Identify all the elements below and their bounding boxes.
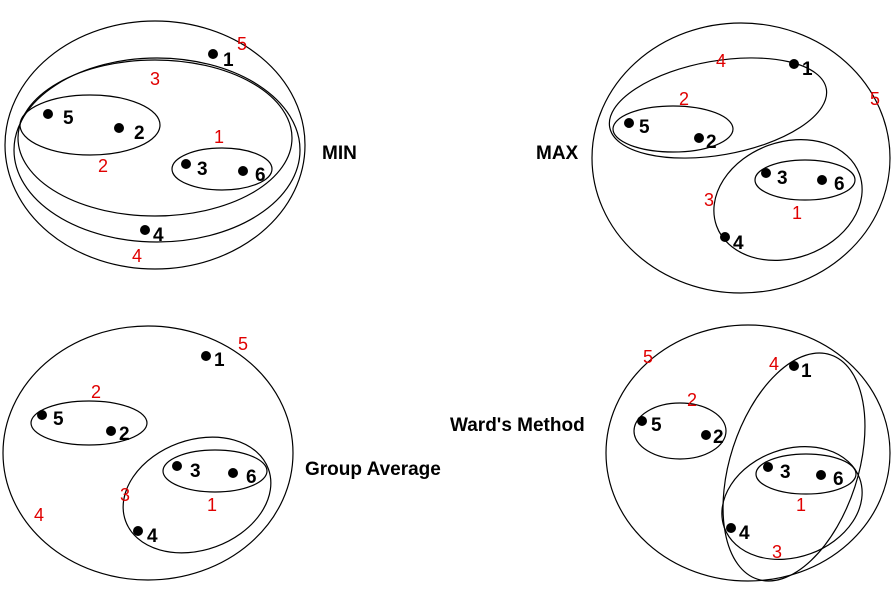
min-point-1-label: 1 <box>223 50 234 71</box>
ward-point-1-dot <box>789 361 799 371</box>
max-merge-order-4: 4 <box>716 51 726 71</box>
min-merge-order-3: 3 <box>150 69 160 89</box>
group-average-merge-order-5: 5 <box>238 334 248 354</box>
group-average-point-3-label: 3 <box>190 461 201 482</box>
group-average-point-5-label: 5 <box>53 409 64 430</box>
ward-point-4-dot <box>726 523 736 533</box>
max-cluster-2 <box>612 105 734 153</box>
min-point-1-dot <box>208 49 218 59</box>
ward-cluster-5 <box>605 324 891 582</box>
ward-merge-order-2: 2 <box>687 390 697 410</box>
ward-merge-order-4: 4 <box>769 354 779 374</box>
group-average-merge-order-4: 4 <box>34 505 44 525</box>
max-merge-order-5: 5 <box>870 89 880 109</box>
group-average-point-3-dot <box>172 461 182 471</box>
max-point-1-dot <box>789 59 799 69</box>
min-point-2-label: 2 <box>134 123 145 144</box>
group-average-point-1-dot <box>201 351 211 361</box>
max-point-5-dot <box>624 118 634 128</box>
min-title: MIN <box>322 143 357 164</box>
panel-max: 1 5 2 3 6 4 4 5 2 3 1 MAX <box>536 22 891 294</box>
ward-merge-order-5: 5 <box>643 347 653 367</box>
group-average-point-5-dot <box>37 410 47 420</box>
min-point-3-label: 3 <box>197 159 208 180</box>
group-average-cluster-3 <box>122 436 272 554</box>
max-cluster-1 <box>754 159 856 201</box>
ward-title: Ward's Method <box>450 415 585 436</box>
panel-group-average: 1 5 2 3 6 4 5 2 3 1 4 Group Average <box>2 325 441 581</box>
min-merge-order-4: 4 <box>132 246 142 266</box>
max-merge-order-1: 1 <box>792 203 802 223</box>
group-average-merge-order-3: 3 <box>120 485 130 505</box>
min-point-2-dot <box>114 123 124 133</box>
ward-point-6-label: 6 <box>833 469 844 490</box>
ward-cluster-2 <box>633 402 727 460</box>
ward-point-3-dot <box>763 462 773 472</box>
ward-point-4-label: 4 <box>739 523 750 544</box>
ward-point-6-dot <box>816 470 826 480</box>
max-point-2-label: 2 <box>706 132 717 153</box>
group-average-cluster-2 <box>30 400 148 446</box>
panel-ward: 1 5 2 3 6 4 5 4 2 1 3 Ward's Method <box>450 324 891 582</box>
group-average-cluster-1 <box>162 449 268 493</box>
max-merge-order-2: 2 <box>679 89 689 109</box>
max-title: MAX <box>536 143 579 164</box>
group-average-point-2-label: 2 <box>119 424 130 445</box>
max-point-5-label: 5 <box>639 117 650 138</box>
ward-merge-order-1: 1 <box>796 495 806 515</box>
max-point-6-dot <box>817 175 827 185</box>
min-cluster-1 <box>171 147 273 191</box>
max-cluster-4 <box>608 57 828 159</box>
ward-point-3-label: 3 <box>780 462 791 483</box>
max-cluster-5 <box>591 22 891 294</box>
ward-point-5-label: 5 <box>651 415 662 436</box>
group-average-point-2-dot <box>106 426 116 436</box>
min-merge-order-2: 2 <box>98 156 108 176</box>
min-cluster-3 <box>17 59 293 217</box>
min-cluster-5 <box>4 20 306 270</box>
ward-point-2-label: 2 <box>713 427 724 448</box>
max-point-2-dot <box>694 133 704 143</box>
group-average-cluster-5 <box>2 325 294 581</box>
min-point-4-dot <box>140 225 150 235</box>
min-point-6-label: 6 <box>255 165 266 186</box>
ward-point-1-label: 1 <box>801 361 812 382</box>
min-point-6-dot <box>238 166 248 176</box>
min-point-4-label: 4 <box>153 225 164 246</box>
min-cluster-4 <box>13 57 301 243</box>
min-merge-order-5: 5 <box>237 34 247 54</box>
group-average-point-4-label: 4 <box>147 526 158 547</box>
max-point-4-label: 4 <box>733 233 744 254</box>
max-point-6-label: 6 <box>834 174 845 195</box>
max-point-3-label: 3 <box>777 168 788 189</box>
min-cluster-2 <box>19 94 161 156</box>
group-average-merge-order-1: 1 <box>207 495 217 515</box>
min-merge-order-1: 1 <box>214 127 224 147</box>
panel-min: 1 5 2 3 6 4 5 3 1 2 4 MIN <box>4 20 357 270</box>
group-average-point-1-label: 1 <box>214 350 225 371</box>
ward-cluster-3 <box>721 445 863 561</box>
min-point-3-dot <box>181 159 191 169</box>
max-point-3-dot <box>761 168 771 178</box>
min-point-5-dot <box>43 109 53 119</box>
max-point-4-dot <box>720 232 730 242</box>
group-average-point-4-dot <box>133 526 143 536</box>
group-average-title: Group Average <box>305 459 441 480</box>
max-cluster-3 <box>713 139 863 261</box>
min-point-5-label: 5 <box>63 108 74 129</box>
ward-merge-order-3: 3 <box>772 542 782 562</box>
max-merge-order-3: 3 <box>704 190 714 210</box>
ward-cluster-4 <box>722 352 866 582</box>
max-point-1-label: 1 <box>802 59 813 80</box>
group-average-merge-order-2: 2 <box>91 382 101 402</box>
group-average-point-6-label: 6 <box>246 467 257 488</box>
ward-point-2-dot <box>701 430 711 440</box>
group-average-point-6-dot <box>228 468 238 478</box>
ward-cluster-1 <box>755 453 857 495</box>
ward-point-5-dot <box>637 416 647 426</box>
